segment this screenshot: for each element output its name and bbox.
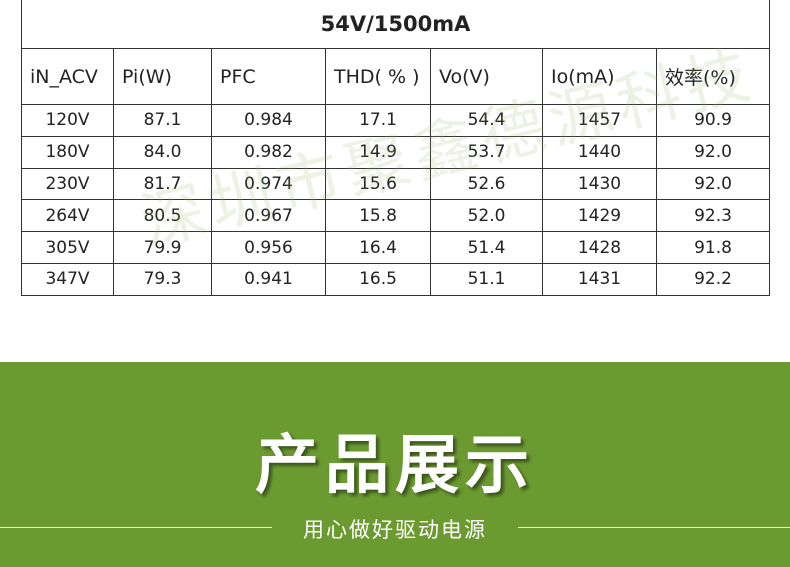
divider (0, 527, 272, 528)
table-cell: 305V (21, 231, 114, 264)
header-cell: Vo(V) (430, 48, 543, 105)
table-cell: 54.4 (430, 104, 543, 137)
divider (518, 527, 790, 528)
table-cell: 79.9 (113, 231, 212, 264)
table-cell: 52.6 (430, 167, 543, 201)
table-cell: 0.984 (211, 104, 326, 137)
table-cell: 264V (21, 199, 114, 233)
header-cell: PFC (211, 48, 326, 105)
table-cell: 16.5 (325, 263, 431, 296)
table-cell: 51.1 (430, 263, 543, 296)
table-cell: 1428 (542, 231, 657, 264)
banner-title: 产品展示 (255, 429, 535, 503)
table-cell: 347V (21, 263, 114, 296)
table-cell: 15.8 (325, 199, 431, 233)
table-cell: 0.982 (211, 135, 326, 169)
table-cell: 84.0 (113, 135, 212, 169)
table-cell: 1457 (542, 104, 657, 137)
table-cell: 92.0 (656, 135, 770, 169)
table-cell: 92.0 (656, 167, 770, 201)
table-cell: 180V (21, 135, 114, 169)
header-cell: iN_ACV (21, 48, 114, 105)
table-cell: 87.1 (113, 104, 212, 137)
table-cell: 16.4 (325, 231, 431, 264)
banner-subtitle: 用心做好驱动电源 (303, 518, 487, 542)
table-cell: 0.956 (211, 231, 326, 264)
table-cell: 51.4 (430, 231, 543, 264)
table-cell: 80.5 (113, 199, 212, 233)
table-cell: 52.0 (430, 199, 543, 233)
table-cell: 0.941 (211, 263, 326, 296)
table-cell: 14.9 (325, 135, 431, 169)
table-cell: 1429 (542, 199, 657, 233)
table-cell: 0.974 (211, 167, 326, 201)
table-cell: 92.3 (656, 199, 770, 233)
table-cell: 53.7 (430, 135, 543, 169)
header-cell: Io(mA) (542, 48, 657, 105)
header-cell: THD( % ) (325, 48, 431, 105)
table-cell: 15.6 (325, 167, 431, 201)
table-cell: 230V (21, 167, 114, 201)
banner: 产品展示 用心做好驱动电源 (0, 362, 790, 567)
table-title: 54V/1500mA (21, 0, 770, 49)
table-cell: 91.8 (656, 231, 770, 264)
table-cell: 0.967 (211, 199, 326, 233)
table-cell: 90.9 (656, 104, 770, 137)
table-cell: 1431 (542, 263, 657, 296)
header-cell: Pi(W) (113, 48, 212, 105)
header-cell: 效率(%) (656, 48, 770, 105)
table-cell: 79.3 (113, 263, 212, 296)
table-cell: 17.1 (325, 104, 431, 137)
table-cell: 1430 (542, 167, 657, 201)
table-cell: 1440 (542, 135, 657, 169)
table-cell: 81.7 (113, 167, 212, 201)
table-cell: 120V (21, 104, 114, 137)
table-cell: 92.2 (656, 263, 770, 296)
